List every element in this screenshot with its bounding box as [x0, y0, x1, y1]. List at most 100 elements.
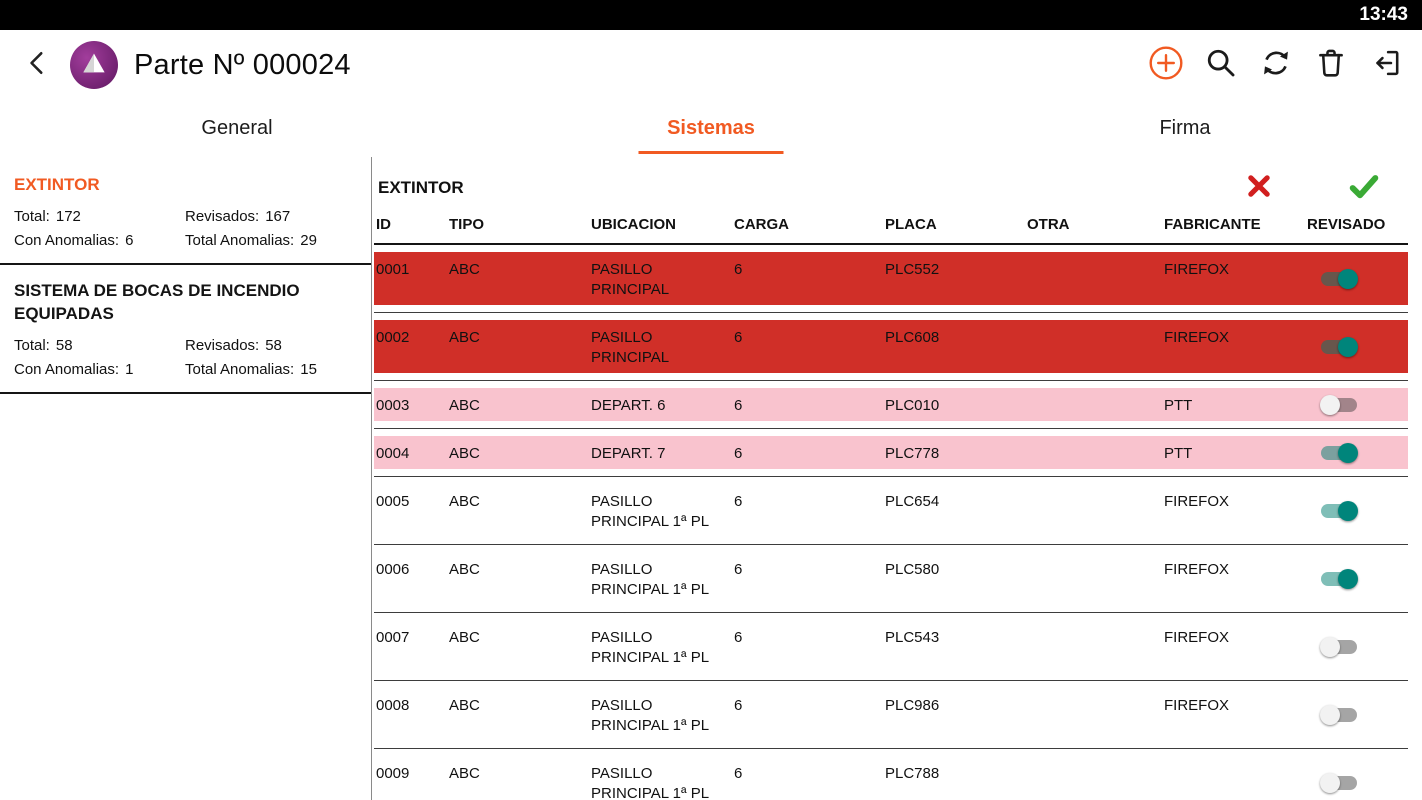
add-button[interactable] — [1148, 45, 1184, 86]
revisado-toggle[interactable] — [1320, 704, 1357, 725]
cell-placa: PLC552 — [885, 261, 940, 278]
stat-revisados: Revisados: 167 — [185, 208, 291, 225]
stat-total: Total: 172 — [14, 208, 81, 225]
sidebar-section-bie[interactable]: SISTEMA DE BOCAS DE INCENDIO EQUIPADAS T… — [0, 279, 371, 382]
stat-total: Total: 58 — [14, 337, 73, 354]
cell-id: 0005 — [376, 493, 410, 510]
cell-tipo: ABC — [449, 561, 480, 578]
table-row[interactable]: 0004 ABC DEPART. 7 6 PLC778 PTT — [374, 429, 1408, 477]
toggle-knob — [1320, 394, 1340, 415]
add-icon — [1148, 45, 1184, 86]
sidebar-section-extintor[interactable]: EXTINTOR Total: 172 Revisados: 167 Con Ano… — [0, 173, 371, 253]
table-row[interactable]: 0005 ABC PASILLO PRINCIPAL 1ª PL 6 PLC65… — [374, 477, 1408, 545]
tab-bar: General Sistemas Firma — [0, 100, 1422, 157]
clock: 13:43 — [1359, 4, 1408, 25]
cell-carga: 6 — [734, 445, 743, 462]
app-logo — [70, 41, 118, 89]
logout-exit-icon — [1369, 46, 1403, 85]
reject-all-button[interactable] — [1244, 173, 1274, 203]
accept-all-button[interactable] — [1348, 172, 1380, 204]
table-header-bar: EXTINTOR — [374, 157, 1408, 210]
sidebar-section-stats: Total: 58 Revisados: 58 Con Anomalias: 1 To… — [14, 334, 357, 382]
tab-sistemas[interactable]: Sistemas — [474, 100, 948, 157]
toggle-knob — [1320, 636, 1340, 657]
cell-revisado — [1305, 441, 1408, 464]
table-row[interactable]: 0001 ABC PASILLO PRINCIPAL 6 PLC552 FIRE… — [374, 245, 1408, 313]
cell-tipo: ABC — [449, 629, 480, 646]
search-button[interactable] — [1203, 47, 1239, 83]
revisado-toggle[interactable] — [1321, 336, 1358, 357]
cell-fabricante: PTT — [1164, 397, 1193, 414]
toggle-knob — [1338, 500, 1358, 521]
column-header-id: ID — [376, 216, 391, 233]
cell-tipo: ABC — [449, 697, 480, 714]
table-row[interactable]: 0007 ABC PASILLO PRINCIPAL 1ª PL 6 PLC54… — [374, 613, 1408, 681]
sidebar-section-stats: Total: 172 Revisados: 167 Con Anomalias: 6 … — [14, 205, 357, 253]
cell-id: 0008 — [376, 697, 410, 714]
cell-id: 0003 — [376, 397, 410, 414]
systems-table-panel: EXTINTOR ID TIPO UBICACION CARGA — [372, 157, 1422, 800]
systems-sidebar: EXTINTOR Total: 172 Revisados: 167 Con Ano… — [0, 157, 372, 800]
table-row[interactable]: 0006 ABC PASILLO PRINCIPAL 1ª PL 6 PLC58… — [374, 545, 1408, 613]
status-bar: 13:43 — [0, 0, 1422, 30]
table-row[interactable]: 0003 ABC DEPART. 6 6 PLC010 PTT — [374, 381, 1408, 429]
cell-id: 0009 — [376, 765, 410, 782]
cell-id: 0002 — [376, 329, 410, 346]
tab-firma[interactable]: Firma — [948, 100, 1422, 157]
cell-tipo: ABC — [449, 261, 480, 278]
cell-placa: PLC788 — [885, 765, 940, 782]
cell-revisado — [1305, 693, 1408, 736]
cell-tipo: ABC — [449, 493, 480, 510]
column-header-revisado: REVISADO — [1307, 216, 1386, 233]
triangle-logo-icon — [79, 48, 109, 83]
refresh-button[interactable] — [1258, 47, 1294, 83]
table-row[interactable]: 0008 ABC PASILLO PRINCIPAL 1ª PL 6 PLC98… — [374, 681, 1408, 749]
cell-carga: 6 — [734, 697, 743, 714]
trash-icon — [1314, 46, 1348, 85]
cell-otra — [1025, 489, 1162, 532]
app-bar: Parte Nº 000024 — [0, 30, 1422, 100]
table-row[interactable]: 0009 ABC PASILLO PRINCIPAL 1ª PL 6 PLC78… — [374, 749, 1408, 800]
exit-button[interactable] — [1368, 47, 1404, 83]
tab-sistemas-label: Sistemas — [667, 117, 755, 139]
delete-button[interactable] — [1313, 47, 1349, 83]
cell-carga: 6 — [734, 629, 743, 646]
cell-ubicacion: PASILLO PRINCIPAL 1ª PL — [591, 493, 710, 530]
cell-id: 0006 — [376, 561, 410, 578]
revisado-toggle[interactable] — [1320, 636, 1357, 657]
cell-carga: 6 — [734, 765, 743, 782]
cell-ubicacion: DEPART. 6 — [591, 397, 666, 414]
cell-fabricante — [1162, 761, 1305, 800]
revisado-toggle[interactable] — [1320, 772, 1357, 793]
cell-fabricante: PTT — [1164, 445, 1193, 462]
column-header-placa: PLACA — [885, 216, 937, 233]
tab-general[interactable]: General — [0, 100, 474, 157]
cell-ubicacion: PASILLO PRINCIPAL 1ª PL — [591, 765, 710, 800]
cell-carga: 6 — [734, 561, 743, 578]
cell-revisado — [1305, 489, 1408, 532]
check-mark-icon — [1348, 170, 1380, 207]
revisado-toggle[interactable] — [1320, 394, 1357, 415]
cell-fabricante: FIREFOX — [1164, 629, 1230, 646]
column-header-fabricante: FABRICANTE — [1164, 216, 1261, 233]
stat-total-anomalias: Total Anomalias: 15 — [185, 361, 317, 378]
cell-tipo: ABC — [449, 765, 480, 782]
cell-fabricante: FIREFOX — [1164, 329, 1230, 346]
revisado-toggle[interactable] — [1321, 500, 1358, 521]
cell-tipo: ABC — [449, 397, 480, 414]
revisado-toggle[interactable] — [1321, 568, 1358, 589]
cell-ubicacion: PASILLO PRINCIPAL 1ª PL — [591, 697, 710, 734]
column-header-ubicacion: UBICACION — [591, 216, 676, 233]
cell-carga: 6 — [734, 397, 743, 414]
cell-placa: PLC986 — [885, 697, 940, 714]
cell-placa: PLC778 — [885, 445, 940, 462]
table-row[interactable]: 0002 ABC PASILLO PRINCIPAL 6 PLC608 FIRE… — [374, 313, 1408, 381]
revisado-toggle[interactable] — [1321, 442, 1358, 463]
revisado-toggle[interactable] — [1321, 268, 1358, 289]
cell-revisado — [1305, 625, 1408, 668]
cell-id: 0007 — [376, 629, 410, 646]
back-button[interactable] — [20, 47, 56, 83]
tab-general-label: General — [201, 117, 273, 139]
cell-otra — [1025, 693, 1162, 736]
cell-ubicacion: PASILLO PRINCIPAL — [591, 329, 670, 366]
